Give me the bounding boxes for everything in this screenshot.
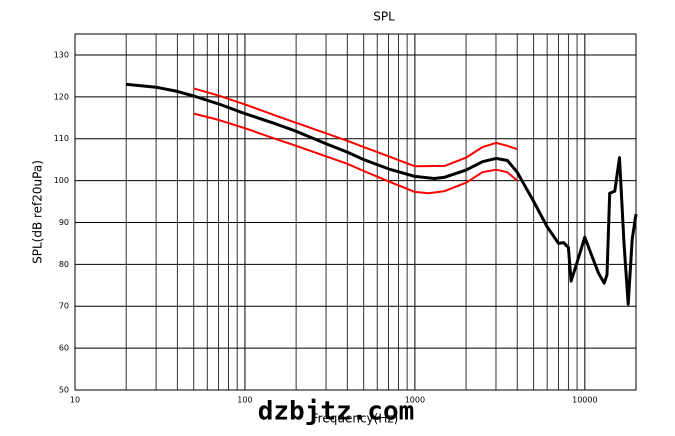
y-tick-label: 80 (59, 260, 69, 269)
series-line (126, 82, 638, 306)
x-tick-label: 10000 (572, 396, 597, 405)
y-tick-label: 50 (59, 386, 69, 395)
y-tick-label: 110 (54, 134, 69, 143)
y-tick-label: 100 (54, 176, 69, 185)
plot-frame (74, 33, 637, 391)
y-tick-label: 60 (59, 344, 69, 353)
watermark: dzbjtz.com (258, 397, 415, 427)
x-axis-label: Frequency(Hz) (312, 412, 399, 426)
y-axis-label: SPL(dB ref20uPa) (31, 160, 45, 264)
series-line (193, 112, 518, 195)
x-tick-label: 10 (70, 396, 80, 405)
y-tick-label: 70 (59, 302, 69, 311)
chart-title: SPL (373, 10, 395, 24)
series-line (193, 87, 518, 168)
x-tick-label: 1000 (405, 396, 425, 405)
y-tick-label: 90 (59, 218, 69, 227)
x-tick-label: 100 (237, 396, 252, 405)
y-tick-label: 130 (54, 50, 69, 59)
y-tick-label: 120 (54, 92, 69, 101)
